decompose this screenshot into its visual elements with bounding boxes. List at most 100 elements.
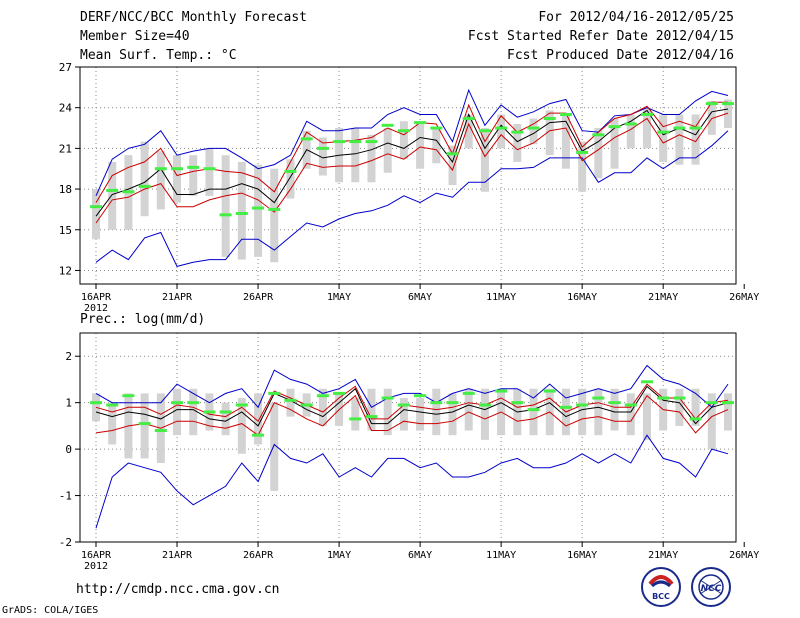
y-tick-label: 27 [59,61,72,74]
median-marker [219,410,232,414]
x-tick-label: 16APR [81,550,112,561]
median-marker [705,401,718,405]
spread-box [610,118,619,169]
y-tick-label: -2 [59,536,72,549]
spread-box [675,114,684,165]
spread-box [513,123,522,162]
y-tick-label: 0 [65,443,72,456]
median-marker [495,126,508,130]
ncc-logo: NCC [691,567,731,607]
spread-box [416,398,425,431]
spread-box [351,128,360,183]
spread-box [254,164,263,257]
x-tick-label: 21APR [162,292,193,303]
spread-box [221,402,230,436]
median-marker [138,422,151,426]
median-marker [300,137,313,141]
spread-box [383,128,392,173]
median-marker [138,184,151,188]
median-marker [219,213,232,217]
median-marker [689,126,702,130]
spread-box [173,388,182,436]
forecast-period-label: For 2012/04/16-2012/05/25 [538,10,734,25]
spread-box [448,145,457,185]
mean-plus-line [95,101,728,203]
spread-box [691,388,700,426]
median-marker [576,150,589,154]
median-marker [349,417,362,421]
max-line [95,88,729,197]
median-marker [722,102,734,106]
spread-box [626,114,635,149]
x-tick-label: 26MAY [729,550,759,561]
chart-title: DERF/NCC/BCC Monthly Forecast [80,10,307,25]
spread-box [286,159,295,199]
spread-box [351,398,360,431]
median-marker [608,401,621,405]
spread-box [529,388,538,436]
plot-frame [79,332,737,543]
spread-box [642,107,651,149]
median-marker [624,122,637,126]
median-marker [722,401,734,405]
median-marker [284,169,297,173]
median-marker [203,167,216,171]
x-tick-label: 11MAY [486,292,516,303]
spread-box [270,168,279,263]
y-tick-label: 2 [65,350,72,363]
spread-box [367,134,376,183]
x-year-label: 2012 [84,303,108,314]
prec-panel-title: Prec.: log(mm/d) [80,312,205,327]
median-marker [414,121,427,125]
spread-box [594,128,603,179]
y-tick-label: 15 [59,224,72,237]
median-marker [171,401,184,405]
spread-box [416,123,425,169]
spread-box [561,114,570,169]
spread-box [545,110,554,156]
median-marker [252,433,265,437]
median-marker [381,396,394,400]
median-marker [365,415,378,419]
x-tick-label: 16MAY [567,550,597,561]
x-tick-label: 26MAY [729,292,759,303]
x-tick-label: 6MAY [408,550,432,561]
spread-box [610,388,619,431]
min-line [95,130,729,267]
source-url[interactable]: http://cmdp.ncc.cma.gov.cn [76,582,280,597]
median-marker [203,410,216,414]
spread-box [578,141,587,192]
spread-box [383,388,392,436]
median-marker [122,190,135,194]
spread-box [108,161,117,230]
spread-box [497,114,506,149]
median-marker [478,403,491,407]
median-marker [559,112,572,116]
spread-box [399,121,408,160]
median-marker [511,130,524,134]
x-tick-label: 16APR [81,292,112,303]
started-date-label: Fcst Started Refer Date 2012/04/15 [467,29,734,44]
median-marker [430,401,443,405]
x-tick-label: 11MAY [486,550,516,561]
spread-box [189,388,198,436]
median-marker [657,396,670,400]
median-marker [559,405,572,409]
bcc-logo: BCC [641,567,681,607]
bcc-logo-label: BCC [652,592,670,601]
median-marker [349,140,362,144]
median-marker [543,389,556,393]
median-marker [235,403,248,407]
median-marker [154,429,167,433]
member-size-label: Member Size=40 [80,29,190,44]
spread-box [237,398,246,454]
spread-box [205,148,214,196]
spread-box [108,402,117,445]
median-marker [657,130,670,134]
x-tick-label: 21MAY [648,292,678,303]
mean-plus-line [95,383,729,422]
median-marker [430,126,443,130]
median-marker [106,403,119,407]
median-marker [462,117,475,121]
